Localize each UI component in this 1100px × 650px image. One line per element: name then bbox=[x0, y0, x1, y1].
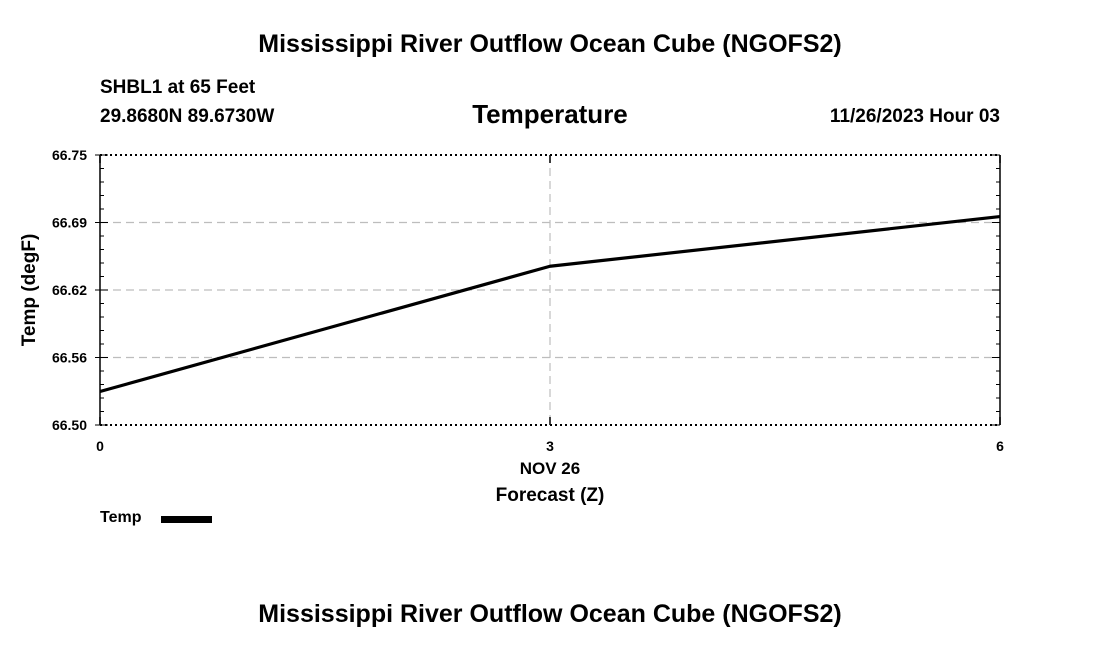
x-tick-label: 0 bbox=[96, 438, 104, 454]
chart-subtitle: Temperature bbox=[472, 99, 628, 129]
x-date-label: NOV 26 bbox=[520, 459, 580, 478]
legend-label-temp: Temp bbox=[100, 509, 142, 526]
y-tick-label: 66.62 bbox=[52, 282, 87, 298]
y-tick-label: 66.75 bbox=[52, 147, 87, 163]
y-tick-label: 66.69 bbox=[52, 215, 87, 231]
legend-swatch-temp bbox=[161, 516, 212, 523]
datetime-label: 11/26/2023 Hour 03 bbox=[829, 106, 1000, 127]
x-axis-title: Forecast (Z) bbox=[496, 485, 605, 506]
coordinates-label: 29.8680N 89.6730W bbox=[100, 106, 275, 127]
y-tick-label: 66.50 bbox=[52, 417, 87, 433]
y-tick-label: 66.56 bbox=[52, 350, 87, 366]
x-tick-label: 6 bbox=[996, 438, 1004, 454]
footer-title: Mississippi River Outflow Ocean Cube (NG… bbox=[258, 600, 842, 628]
station-label: SHBL1 at 65 Feet bbox=[100, 77, 256, 98]
y-axis-title: Temp (degF) bbox=[19, 234, 40, 347]
x-tick-label: 3 bbox=[546, 438, 554, 454]
chart-title: Mississippi River Outflow Ocean Cube (NG… bbox=[258, 30, 842, 58]
